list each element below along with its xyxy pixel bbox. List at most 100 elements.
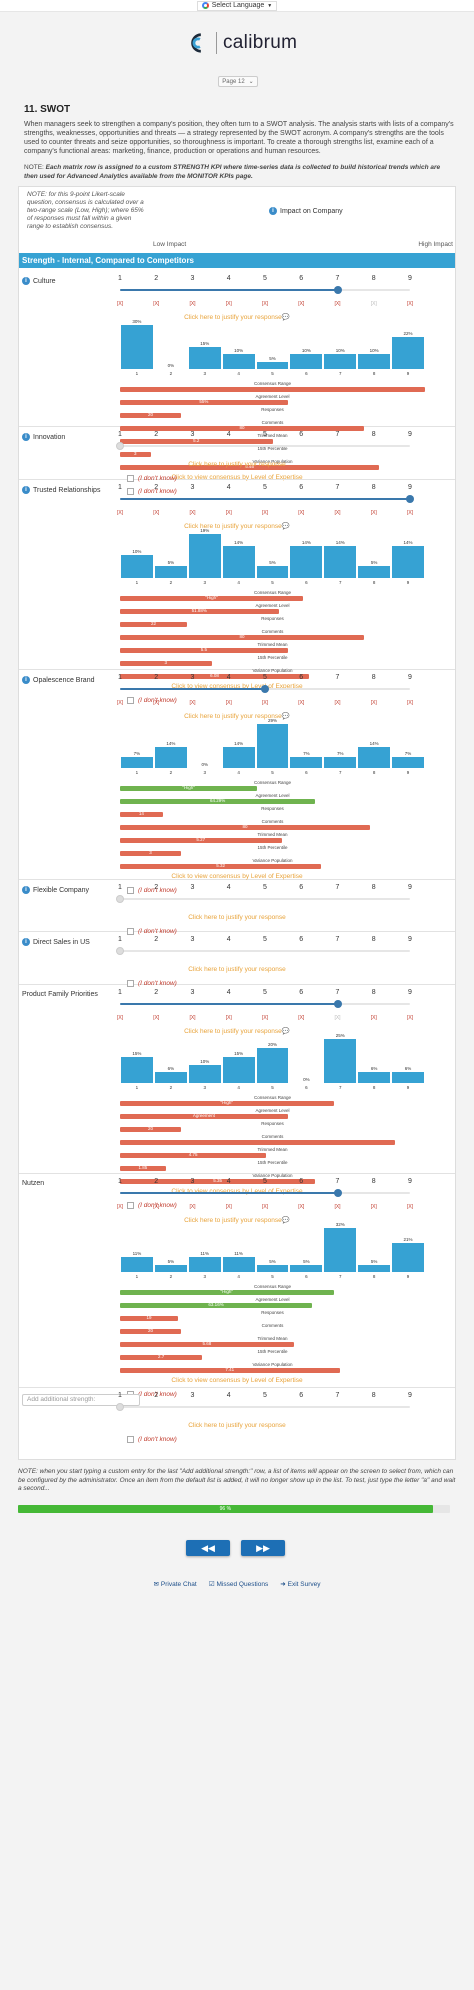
bar-category-label: 9 bbox=[406, 1085, 410, 1090]
justify-link[interactable]: Click here to justify your response💬 bbox=[19, 1216, 455, 1224]
slider-handle[interactable] bbox=[116, 895, 124, 903]
bar-percent-label: 10% bbox=[200, 1059, 210, 1065]
response-marks: [X] [X] [X] [X] [X] [X] [X] [X] [X] bbox=[117, 1015, 413, 1023]
dont-know-option[interactable]: (I don't know) bbox=[127, 488, 177, 495]
slider-handle[interactable] bbox=[333, 286, 342, 294]
likert-slider[interactable] bbox=[120, 286, 410, 294]
histogram-bar bbox=[324, 757, 357, 768]
info-icon[interactable]: i bbox=[22, 486, 30, 494]
likert-slider[interactable] bbox=[116, 947, 410, 955]
histogram-bar bbox=[324, 545, 357, 578]
bar-percent-label: 32% bbox=[335, 1222, 345, 1227]
bar-percent-label: 5% bbox=[269, 1259, 276, 1265]
bar-category-label: 7 bbox=[339, 770, 342, 775]
justify-link[interactable]: Click here to justify your response💬 bbox=[19, 522, 455, 530]
stat-title: Consensus Range bbox=[253, 590, 292, 595]
info-icon[interactable]: i bbox=[269, 207, 277, 215]
dont-know-option[interactable]: (I don't know) bbox=[127, 1202, 177, 1209]
stat-value: 63.16% bbox=[208, 1302, 224, 1307]
dont-know-option[interactable]: (I don't know) bbox=[127, 980, 177, 987]
info-icon[interactable]: i bbox=[22, 277, 30, 285]
missed-questions-link[interactable]: ☑ Missed Questions bbox=[209, 1580, 269, 1589]
justify-link[interactable]: Click here to justify your response bbox=[188, 1422, 286, 1429]
dont-know-checkbox[interactable] bbox=[127, 1202, 134, 1209]
page-select[interactable]: Page 12 ⌄ bbox=[218, 76, 258, 87]
justify-text: Click here to justify your response bbox=[184, 713, 282, 720]
scale-number: 1 bbox=[118, 484, 122, 491]
dont-know-label: (I don't know) bbox=[138, 697, 177, 704]
slider-handle[interactable] bbox=[333, 1189, 342, 1197]
stat-value: 4.75 bbox=[188, 1152, 198, 1157]
row-label-text: Nutzen bbox=[22, 1180, 45, 1187]
consensus-link[interactable]: Click to view consensus by Level of Expe… bbox=[171, 1377, 303, 1384]
bar-percent-label: 15% bbox=[234, 1050, 244, 1056]
dont-know-checkbox[interactable] bbox=[127, 980, 134, 987]
kpi-note: NOTE: Each matrix row is assigned to a c… bbox=[24, 164, 454, 181]
consensus-link[interactable]: Click to view consensus by Level of Expe… bbox=[171, 873, 303, 880]
row-label: i Culture bbox=[22, 277, 56, 285]
dont-know-checkbox[interactable] bbox=[127, 1436, 134, 1443]
info-icon[interactable]: i bbox=[22, 433, 30, 441]
justify-link[interactable]: Click here to justify your response bbox=[19, 966, 455, 973]
google-translate-button[interactable]: Select Language ▼ bbox=[196, 0, 278, 11]
justify-link[interactable]: Click here to justify your response bbox=[19, 914, 455, 921]
likert-slider[interactable] bbox=[120, 1189, 410, 1197]
consensus-link[interactable]: Click to view consensus by Level of Expe… bbox=[171, 474, 303, 481]
dont-know-option[interactable]: (I don't know) bbox=[127, 1436, 177, 1443]
progress-bar: 96 % bbox=[18, 1505, 450, 1513]
dont-know-checkbox[interactable] bbox=[127, 928, 134, 935]
dont-know-checkbox[interactable] bbox=[127, 887, 134, 894]
dont-know-checkbox[interactable] bbox=[127, 488, 134, 495]
justify-link[interactable]: Click here to justify your response💬 bbox=[19, 313, 455, 321]
likert-slider[interactable] bbox=[116, 895, 410, 903]
info-icon[interactable]: i bbox=[22, 676, 30, 684]
response-mark: [X] bbox=[298, 1015, 305, 1021]
dont-know-option[interactable]: (I don't know) bbox=[127, 697, 177, 704]
likert-slider[interactable] bbox=[120, 495, 414, 503]
dont-know-option[interactable]: (I don't know) bbox=[127, 928, 177, 935]
stat-title: Trimmed Mean bbox=[257, 1336, 288, 1341]
stat-bar: 80 bbox=[120, 425, 364, 431]
exit-survey-link[interactable]: ➜ Exit Survey bbox=[280, 1580, 320, 1589]
dont-know-checkbox[interactable] bbox=[127, 697, 134, 704]
slider-handle[interactable] bbox=[261, 685, 269, 693]
dont-know-checkbox[interactable] bbox=[127, 475, 134, 482]
slider-handle[interactable] bbox=[116, 1403, 124, 1411]
response-mark: [X] bbox=[334, 510, 341, 516]
likert-slider[interactable] bbox=[116, 442, 410, 450]
add-strength-input[interactable]: Add additional strength: bbox=[22, 1394, 140, 1406]
dont-know-option[interactable]: (I don't know) bbox=[127, 887, 177, 894]
bar-category-label: 8 bbox=[372, 770, 376, 775]
histogram-bar bbox=[222, 354, 255, 369]
bar-category-label: 6 bbox=[305, 770, 308, 775]
justify-link[interactable]: Click here to justify your response bbox=[19, 461, 455, 468]
slider-handle[interactable] bbox=[116, 442, 124, 450]
stat-title: Responses bbox=[261, 1121, 284, 1126]
bar-percent-label: 5% bbox=[269, 355, 276, 361]
bar-percent-label: 6% bbox=[404, 1066, 412, 1072]
bar-percent-label: 5% bbox=[303, 1259, 310, 1265]
response-mark: [X] bbox=[153, 301, 160, 307]
response-mark: [X] bbox=[261, 510, 269, 516]
scale-number: 4 bbox=[226, 484, 231, 491]
slider-fill bbox=[120, 289, 338, 291]
slider-handle[interactable] bbox=[116, 947, 124, 955]
bar-category-label: 3 bbox=[203, 1274, 206, 1279]
slider-handle[interactable] bbox=[333, 1000, 342, 1008]
justify-link[interactable]: Click here to justify your response💬 bbox=[19, 712, 455, 720]
justify-link[interactable]: Click here to justify your response💬 bbox=[19, 1027, 455, 1035]
private-chat-link[interactable]: ✉ Private Chat bbox=[153, 1580, 196, 1589]
info-icon[interactable]: i bbox=[22, 886, 30, 894]
slider-handle[interactable] bbox=[406, 495, 414, 503]
consensus-link[interactable]: Click to view consensus by Level of Expe… bbox=[19, 1188, 455, 1195]
back-button[interactable]: ◀◀ bbox=[186, 1540, 230, 1556]
likert-slider[interactable] bbox=[120, 685, 410, 693]
response-mark: [X] bbox=[370, 1015, 377, 1021]
dont-know-option[interactable]: (I don't know) bbox=[127, 475, 177, 482]
consensus-link[interactable]: Click to view consensus by Level of Expe… bbox=[171, 683, 303, 690]
likert-slider[interactable] bbox=[120, 1000, 410, 1008]
likert-slider[interactable] bbox=[116, 1403, 410, 1411]
info-icon[interactable]: i bbox=[22, 938, 30, 946]
next-button[interactable]: ▶▶ bbox=[241, 1540, 285, 1556]
histogram-bar bbox=[188, 347, 221, 369]
